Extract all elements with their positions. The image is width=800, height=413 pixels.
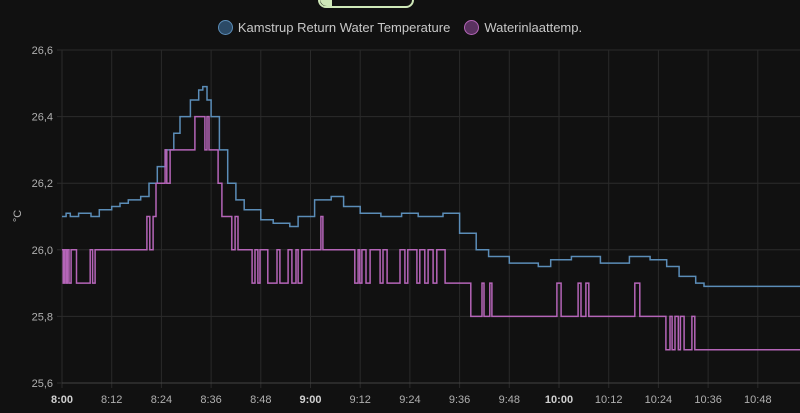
series-line-kamstrup (62, 85, 800, 288)
series-line-waterinlaat (62, 115, 800, 351)
legend-label-waterinlaat: Waterinlaattemp. (484, 20, 583, 35)
chart-legend: Kamstrup Return Water Temperature Wateri… (0, 20, 800, 35)
x-tick-label: 9:12 (349, 394, 370, 406)
x-tick-label: 8:36 (200, 394, 221, 406)
legend-label-kamstrup: Kamstrup Return Water Temperature (237, 20, 451, 35)
grid (57, 49, 800, 388)
x-tick-label: 10:48 (744, 394, 772, 406)
x-tick-label: 9:24 (399, 394, 420, 406)
legend-dot-waterinlaat (464, 20, 480, 35)
toggle-fill (320, 0, 332, 6)
x-tick-label: 9:36 (449, 394, 470, 406)
series-lines (62, 85, 800, 351)
y-tick-label: 26,0 (32, 245, 53, 257)
x-tick-label: 9:48 (499, 394, 520, 406)
x-tick-label: 10:12 (595, 394, 623, 406)
legend-item-waterinlaat[interactable]: Waterinlaattemp. (464, 20, 582, 35)
y-axis-title: °C (12, 210, 24, 222)
x-tick-label: 9:00 (299, 394, 321, 406)
y-tick-label: 26,6 (32, 45, 53, 57)
x-tick-label: 8:48 (250, 394, 271, 406)
legend-dot-kamstrup (217, 20, 233, 35)
y-tick-label: 25,6 (32, 378, 53, 390)
x-axis: 8:00 8:12 8:24 8:36 8:48 9:00 9:12 9:24 9:36 9:48… (51, 382, 800, 406)
y-axis: 26,6 26,4 26,2 26,0 25,8 25,6 (32, 45, 53, 390)
x-tick-label: 10:00 (545, 394, 573, 406)
x-tick-label: 8:00 (51, 394, 73, 406)
y-tick-label: 25,8 (32, 311, 53, 323)
x-tick-label: 8:24 (151, 394, 172, 406)
x-tick-label: 8:12 (101, 394, 122, 406)
y-tick-label: 26,2 (32, 178, 53, 190)
y-tick-label: 26,4 (32, 112, 53, 124)
x-tick-label: 10:36 (694, 394, 722, 406)
x-tick-label: 10:24 (645, 394, 673, 406)
legend-item-kamstrup[interactable]: Kamstrup Return Water Temperature (217, 20, 451, 35)
